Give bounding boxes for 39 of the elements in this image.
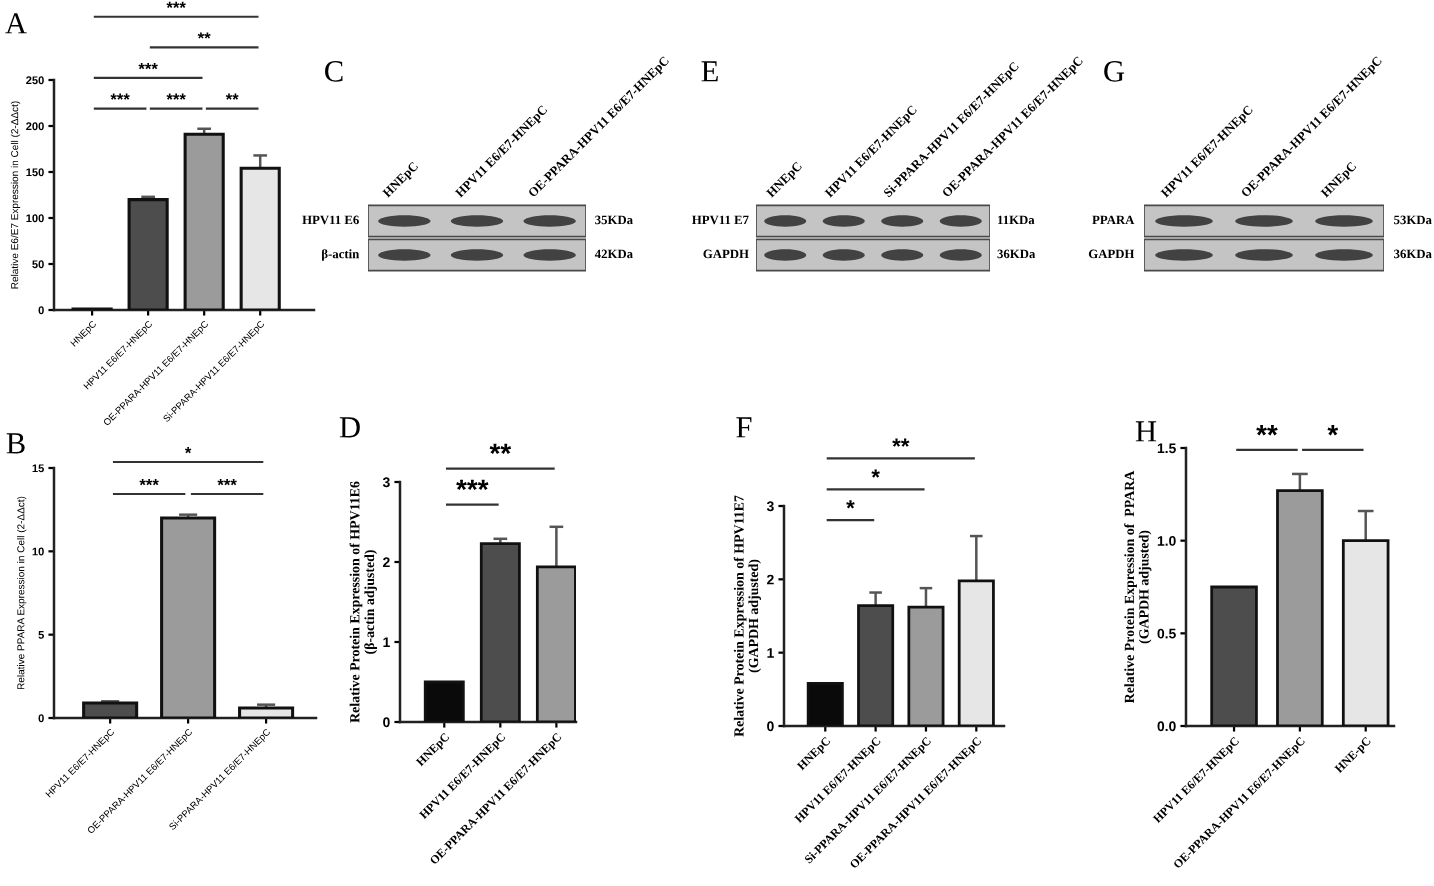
bar — [238, 706, 295, 718]
text: E — [701, 61, 718, 82]
bar — [1276, 489, 1324, 726]
text: *** — [138, 63, 158, 70]
bar — [160, 516, 217, 718]
bar — [1341, 539, 1390, 726]
text: ** — [489, 443, 512, 455]
chart-title: H — [1135, 421, 1157, 442]
annotation: *** — [139, 479, 159, 486]
annotation: *** — [166, 93, 186, 100]
text: ** — [1256, 425, 1278, 436]
text: * — [871, 469, 880, 478]
bar — [183, 132, 225, 310]
bar — [423, 680, 465, 722]
text: ** — [892, 438, 910, 447]
text: G — [1104, 61, 1125, 82]
chart-title: B — [6, 433, 25, 454]
annotation: *** — [456, 479, 489, 491]
chart-title: A — [5, 13, 27, 34]
annotation: ** — [225, 93, 239, 100]
text: C — [325, 61, 343, 82]
annotation: *** — [217, 479, 237, 486]
annotation: * — [846, 500, 855, 509]
chart-title: F — [736, 417, 752, 438]
text: * — [184, 447, 192, 454]
chart-title: D — [339, 417, 360, 438]
bar — [239, 166, 281, 310]
bar — [907, 605, 945, 726]
bar — [127, 198, 169, 310]
bar — [535, 565, 576, 722]
annotation: *** — [110, 93, 130, 100]
bar — [806, 682, 844, 726]
text: * — [1327, 425, 1339, 436]
bar — [1210, 585, 1258, 726]
bar — [82, 701, 139, 718]
bar — [957, 579, 995, 726]
text: ** — [197, 32, 211, 39]
bar — [479, 542, 521, 722]
text: *** — [166, 1, 186, 9]
